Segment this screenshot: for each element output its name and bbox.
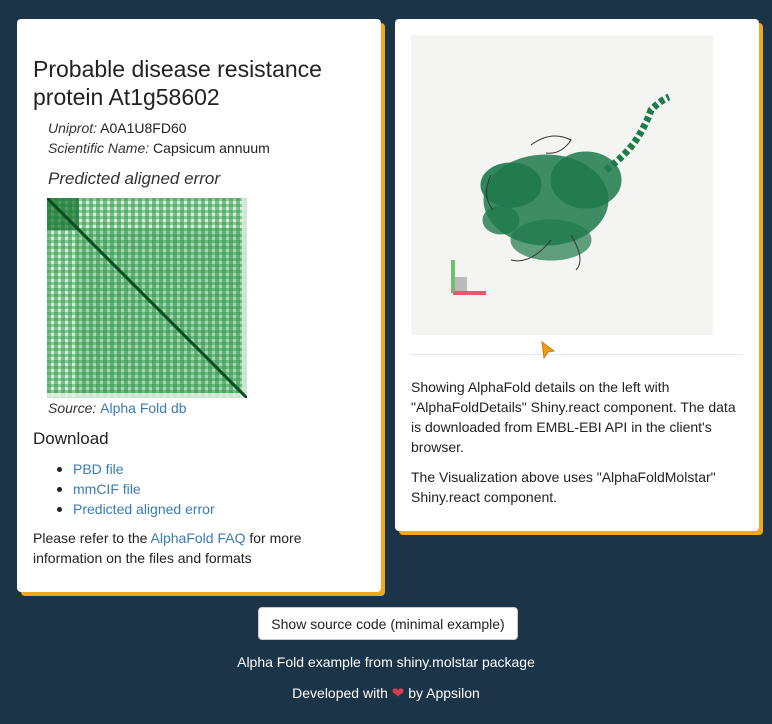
pae-file-link[interactable]: Predicted aligned error (73, 501, 215, 517)
pointer-cursor-icon (541, 341, 555, 359)
faq-prefix: Please refer to the (33, 530, 151, 546)
molstar-3d-viewer[interactable] (411, 35, 713, 335)
source-label: Source: (48, 400, 97, 416)
developer-credit: Developed with ❤ by Appsilon (0, 684, 772, 702)
pdb-file-link[interactable]: PBD file (73, 461, 124, 477)
protein-structure (480, 93, 671, 271)
source-line: Source: Alpha Fold db (48, 400, 187, 416)
scientific-name-label: Scientific Name: (48, 140, 150, 156)
list-item: mmCIF file (57, 479, 215, 499)
show-source-code-button[interactable]: Show source code (minimal example) (258, 607, 518, 640)
scientific-name-value: Capsicum annuum (153, 140, 270, 156)
heart-icon: ❤ (391, 685, 405, 702)
protein-details-card: Probable disease resistance protein At1g… (17, 19, 381, 592)
developer-suffix: by Appsilon (404, 685, 480, 701)
pae-heading: Predicted aligned error (48, 169, 220, 188)
details-description: Showing AlphaFold details on the left wi… (411, 379, 736, 455)
axes-gizmo (451, 260, 486, 295)
list-item: PBD file (57, 459, 215, 479)
uniprot-row: Uniprot: A0A1U8FD60 (48, 120, 187, 136)
developer-prefix: Developed with (292, 685, 392, 701)
alphafold-db-link[interactable]: Alpha Fold db (100, 400, 187, 416)
package-credit: Alpha Fold example from shiny.molstar pa… (237, 654, 535, 670)
scientific-name-row: Scientific Name: Capsicum annuum (48, 140, 270, 156)
download-heading: Download (33, 429, 109, 448)
protein-title: Probable disease resistance protein At1g… (33, 56, 322, 110)
alphafold-faq-link[interactable]: AlphaFold FAQ (150, 530, 246, 546)
predicted-aligned-error-image (47, 198, 247, 398)
list-item: Predicted aligned error (57, 499, 215, 519)
uniprot-label: Uniprot: (48, 120, 98, 136)
download-list: PBD file mmCIF file Predicted aligned er… (57, 459, 215, 519)
divider (411, 354, 743, 355)
uniprot-value: A0A1U8FD60 (100, 120, 187, 136)
faq-suffix: for more information on the files and fo… (33, 530, 302, 566)
faq-paragraph: Please refer to the AlphaFold FAQ for mo… (33, 528, 363, 568)
mmcif-file-link[interactable]: mmCIF file (73, 481, 141, 497)
visualization-description: The Visualization above uses "AlphaFoldM… (411, 469, 716, 505)
molstar-card: Showing AlphaFold details on the left wi… (395, 19, 759, 531)
